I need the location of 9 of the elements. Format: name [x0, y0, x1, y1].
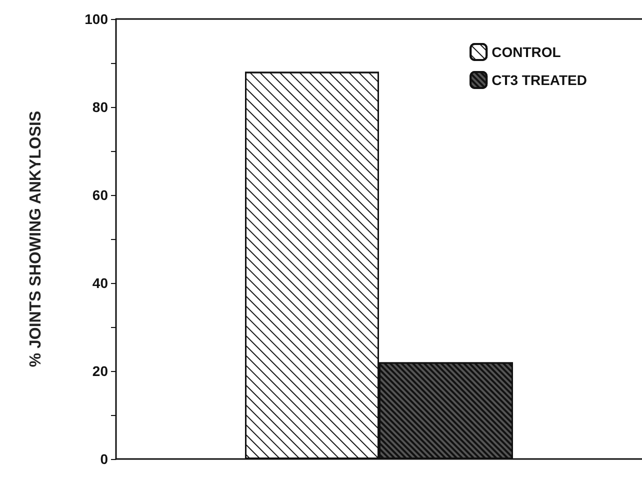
legend-label: CT3 TREATED — [492, 72, 588, 88]
y-tick-label: 100 — [84, 11, 108, 27]
legend-label: CONTROL — [492, 44, 562, 60]
y-tick-label: 40 — [92, 275, 108, 291]
y-tick-label: 20 — [92, 363, 108, 379]
y-axis-title: % JOINTS SHOWING ANKYLOSIS — [28, 110, 44, 368]
y-tick-label: 0 — [100, 451, 108, 467]
y-tick-label: 60 — [92, 187, 108, 203]
y-tick-label: 80 — [92, 99, 108, 115]
